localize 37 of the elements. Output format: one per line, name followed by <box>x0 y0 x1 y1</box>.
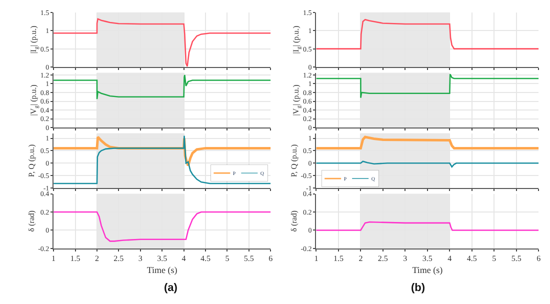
line-series <box>316 73 539 98</box>
y-axis-title: P, Q (p.u.) <box>289 144 298 177</box>
line-series <box>316 221 539 231</box>
x-axis-title: Time (s) <box>146 264 178 275</box>
x-tick-label: 4.5 <box>200 254 211 264</box>
line-series <box>54 135 271 184</box>
x-tick-label: 6 <box>268 254 273 264</box>
x-tick-label: 1.5 <box>333 254 344 264</box>
x-tick-label: 2.5 <box>114 254 124 264</box>
x-tick-label: 3 <box>403 254 408 264</box>
x-tick-label: 1 <box>314 254 318 264</box>
y-axis-title: δ (rad) <box>26 210 36 232</box>
x-tick-label: 5 <box>225 254 230 264</box>
x-tick-label: 6 <box>536 254 541 264</box>
line-series <box>316 18 539 50</box>
x-tick-label: 2 <box>358 254 363 264</box>
text: (b) <box>411 282 426 294</box>
line-series <box>316 136 539 150</box>
line-series <box>54 74 271 100</box>
x-axis-title: Time (s) <box>412 264 443 275</box>
x-tick-label: 5 <box>492 254 496 264</box>
x-tick-label: 1 <box>52 254 56 264</box>
x-tick-label: 1.5 <box>70 254 80 264</box>
x-tick-label: 3.5 <box>157 254 168 264</box>
line-series <box>54 211 271 242</box>
x-tick-label: 2 <box>94 254 99 264</box>
x-tick-label: 4 <box>182 254 186 264</box>
x-tick-label: 5.5 <box>511 254 522 264</box>
x-tick-label: 4.5 <box>466 254 477 264</box>
x-tick-label: 4 <box>448 254 452 264</box>
text: (a) <box>164 282 178 294</box>
x-tick-label: 5.5 <box>244 254 254 264</box>
y-axis-title: δ (rad) <box>289 210 298 232</box>
x-tick-label: 3 <box>138 254 142 264</box>
y-axis-title: P, Q (p.u.) <box>26 144 36 177</box>
x-tick-label: 3.5 <box>422 254 432 264</box>
x-tick-label: 2.5 <box>378 254 388 264</box>
